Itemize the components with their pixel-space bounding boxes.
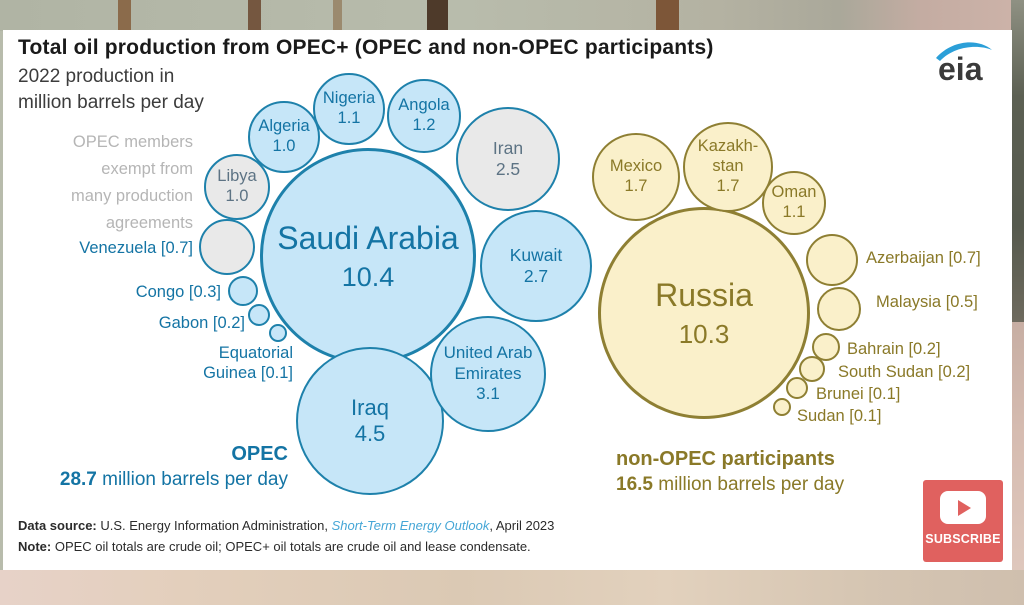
bubble-south-sudan	[799, 356, 825, 382]
chart-card: Total oil production from OPEC+ (OPEC an…	[3, 30, 1012, 570]
bubble-russia: Russia 10.3	[598, 207, 810, 419]
bubble-angola: Angola 1.2	[387, 79, 461, 153]
bubble-saudi-arabia: Saudi Arabia 10.4	[260, 148, 476, 364]
label-south-sudan: South Sudan [0.2]	[838, 363, 971, 381]
background-post	[248, 0, 261, 31]
data-source-line: Data source: U.S. Energy Information Adm…	[18, 518, 555, 533]
bubble-algeria: Algeria 1.0	[248, 101, 320, 173]
chart-subtitle: 2022 production in million barrels per d…	[18, 66, 204, 113]
label-malaysia: Malaysia [0.5]	[876, 293, 978, 311]
bubble-united-arab-emirates: United Arab Emirates 3.1	[430, 316, 546, 432]
eia-swoosh-icon	[936, 42, 992, 61]
svg-text:eia: eia	[938, 51, 983, 86]
bubble-equatorial-guinea	[269, 324, 287, 342]
eia-logo: eia	[928, 38, 998, 91]
subscribe-label: SUBSCRIBE	[925, 532, 1001, 546]
bubble-congo	[228, 276, 258, 306]
background-floor	[0, 570, 1024, 605]
chart-title: Total oil production from OPEC+ (OPEC an…	[18, 36, 714, 59]
bubble-bahrain	[812, 333, 840, 361]
background-post	[118, 0, 131, 31]
background-trees-right	[1011, 0, 1024, 322]
label-equatorial-guinea: Equatorial Guinea [0.1]	[203, 344, 293, 382]
opec-total: OPEC 28.7 million barrels per day	[59, 443, 288, 490]
bubble-brunei	[786, 377, 808, 399]
background-post	[427, 0, 448, 31]
label-congo: Congo [0.3]	[135, 283, 221, 301]
bubble-gabon	[248, 304, 270, 326]
background-post	[333, 0, 342, 31]
bubble-kuwait: Kuwait 2.7	[480, 210, 592, 322]
bubble-iraq: Iraq 4.5	[296, 347, 444, 495]
subscribe-button[interactable]: SUBSCRIBE	[923, 480, 1003, 562]
bubble-venezuela	[199, 219, 255, 275]
chart-footer: Data source: U.S. Energy Information Adm…	[18, 515, 554, 557]
label-bahrain: Bahrain [0.2]	[847, 340, 941, 358]
background-wall-right	[1011, 322, 1024, 605]
bubble-iran: Iran 2.5	[456, 107, 560, 211]
bubble-azerbaijan	[806, 234, 858, 286]
exempt-annotation: OPEC members exempt from many production…	[71, 133, 193, 232]
youtube-play-icon	[940, 491, 986, 524]
label-venezuela: Venezuela [0.7]	[79, 239, 193, 257]
label-brunei: Brunei [0.1]	[816, 385, 901, 403]
bubble-nigeria: Nigeria 1.1	[313, 73, 385, 145]
bubble-mexico: Mexico 1.7	[592, 133, 680, 221]
label-gabon: Gabon [0.2]	[158, 314, 245, 332]
bubble-sudan	[773, 398, 791, 416]
label-azerbaijan: Azerbaijan [0.7]	[866, 249, 981, 267]
bubble-kazakhstan: Kazakh- stan 1.7	[683, 122, 773, 212]
label-sudan: Sudan [0.1]	[797, 407, 882, 425]
nonopec-total: non-OPEC participants 16.5 million barre…	[616, 448, 845, 495]
bubble-malaysia	[817, 287, 861, 331]
note-line: Note: OPEC oil totals are crude oil; OPE…	[18, 539, 531, 554]
background-post	[656, 0, 679, 31]
source-link[interactable]: Short-Term Energy Outlook	[331, 518, 490, 533]
bubble-oman: Oman 1.1	[762, 171, 826, 235]
background-trees	[0, 0, 1024, 31]
bubble-libya: Libya 1.0	[204, 154, 270, 220]
